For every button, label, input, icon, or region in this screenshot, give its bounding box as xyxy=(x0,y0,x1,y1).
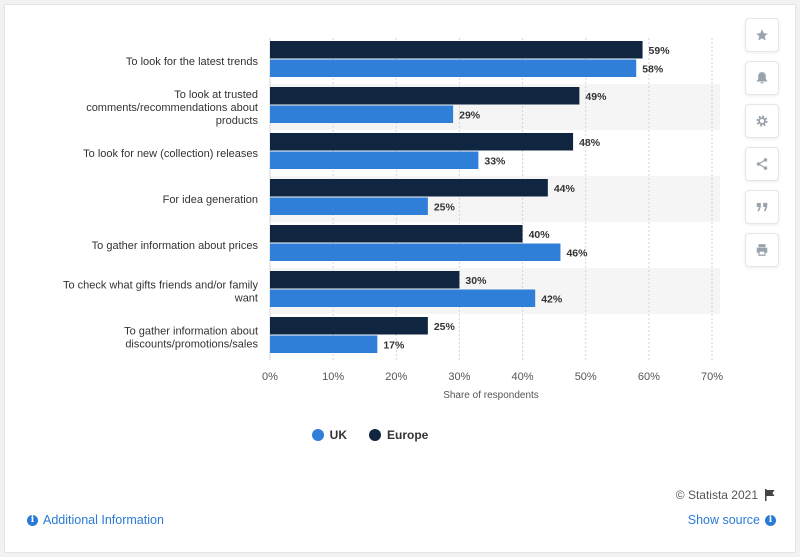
category-label: To look at trusted comments/recommendatio… xyxy=(86,89,258,127)
category-label-line: To gather information about xyxy=(124,326,258,338)
data-label-uk: 25% xyxy=(434,201,456,213)
bar-europe xyxy=(270,225,523,243)
additional-information-link[interactable]: i Additional Information xyxy=(27,513,164,527)
data-label-europe: 40% xyxy=(529,229,551,241)
category-label-line: For idea generation xyxy=(163,194,258,206)
info-icon: i xyxy=(27,514,38,526)
category-label-line: comments/recommendations about xyxy=(86,102,258,114)
bar-europe xyxy=(270,41,643,59)
x-tick-label: 40% xyxy=(512,371,534,383)
legend-item-europe[interactable]: Europe xyxy=(369,428,428,442)
category-label-line: products xyxy=(216,115,259,127)
x-axis-title: Share of respondents xyxy=(443,390,539,401)
data-label-uk: 33% xyxy=(484,155,506,167)
bar-uk xyxy=(270,105,454,123)
data-label-europe: 48% xyxy=(579,137,601,149)
statista-credit[interactable]: © Statista 2021 xyxy=(676,488,776,502)
x-tick-label: 10% xyxy=(322,371,344,383)
x-tick-label: 30% xyxy=(448,371,470,383)
x-tick-label: 20% xyxy=(385,371,407,383)
data-label-uk: 42% xyxy=(541,293,563,305)
legend-marker-europe xyxy=(369,429,381,441)
data-label-uk: 17% xyxy=(383,339,405,351)
category-label: To look for the latest trends xyxy=(126,56,259,68)
notification-button[interactable] xyxy=(745,61,779,95)
print-button[interactable] xyxy=(745,233,779,267)
x-tick-label: 70% xyxy=(701,371,723,383)
show-source-link[interactable]: Show source i xyxy=(688,513,776,527)
data-label-uk: 29% xyxy=(459,109,481,121)
category-label: To gather information about discounts/pro… xyxy=(124,326,258,351)
bar-uk xyxy=(270,289,536,307)
bar-europe xyxy=(270,271,460,289)
data-label-europe: 25% xyxy=(434,321,456,333)
share-icon xyxy=(756,158,768,170)
show-source-label: Show source xyxy=(687,513,760,527)
category-label-line: To check what gifts friends and/or famil… xyxy=(63,280,259,292)
star-icon xyxy=(756,29,768,41)
bar-uk xyxy=(270,151,479,169)
credit-text: © Statista 2021 xyxy=(675,488,758,502)
bar-europe xyxy=(270,179,548,197)
share-button[interactable] xyxy=(745,147,779,181)
legend-marker-uk xyxy=(311,429,324,441)
category-label-line: To look at trusted xyxy=(174,89,258,101)
x-tick-label: 50% xyxy=(575,371,597,383)
bar-europe xyxy=(270,317,428,335)
print-icon xyxy=(756,244,768,256)
chart-legend: UK Europe xyxy=(0,428,740,442)
bar-europe xyxy=(270,133,574,151)
additional-information-label: Additional Information xyxy=(43,513,164,527)
legend-item-uk[interactable]: UK xyxy=(311,428,347,442)
data-label-europe: 30% xyxy=(465,275,487,287)
bar-uk xyxy=(270,243,561,261)
info-icon: i xyxy=(765,514,776,526)
data-label-uk: 58% xyxy=(642,63,664,75)
category-label-line: To look for the latest trends xyxy=(126,56,259,68)
category-label-line: want xyxy=(234,293,258,305)
bell-icon xyxy=(756,72,768,84)
favorite-button[interactable] xyxy=(745,18,779,52)
data-label-europe: 59% xyxy=(649,45,671,57)
quote-icon xyxy=(756,202,768,212)
legend-label-europe: Europe xyxy=(387,428,429,442)
bar-uk xyxy=(270,59,637,77)
category-label: To look for new (collection) releases xyxy=(83,148,258,160)
category-label: To gather information about prices xyxy=(92,240,259,252)
category-label: For idea generation xyxy=(163,194,258,206)
x-tick-label: 0% xyxy=(262,371,278,383)
category-label-line: discounts/promotions/sales xyxy=(125,339,258,351)
data-label-europe: 49% xyxy=(585,91,607,103)
data-label-uk: 46% xyxy=(566,247,588,259)
gear-icon xyxy=(756,115,768,127)
data-label-europe: 44% xyxy=(554,183,576,195)
bar-uk xyxy=(270,335,378,353)
cite-button[interactable] xyxy=(745,190,779,224)
bar-uk xyxy=(270,197,428,215)
category-label-line: To gather information about prices xyxy=(92,240,259,252)
legend-label-uk: UK xyxy=(329,428,347,442)
category-label: To check what gifts friends and/or famil… xyxy=(63,280,259,305)
flag-icon xyxy=(765,489,775,501)
x-tick-label: 60% xyxy=(638,371,660,383)
bar-europe xyxy=(270,87,580,105)
chart-toolbar xyxy=(745,18,779,276)
settings-button[interactable] xyxy=(745,104,779,138)
category-label-line: To look for new (collection) releases xyxy=(83,148,258,160)
